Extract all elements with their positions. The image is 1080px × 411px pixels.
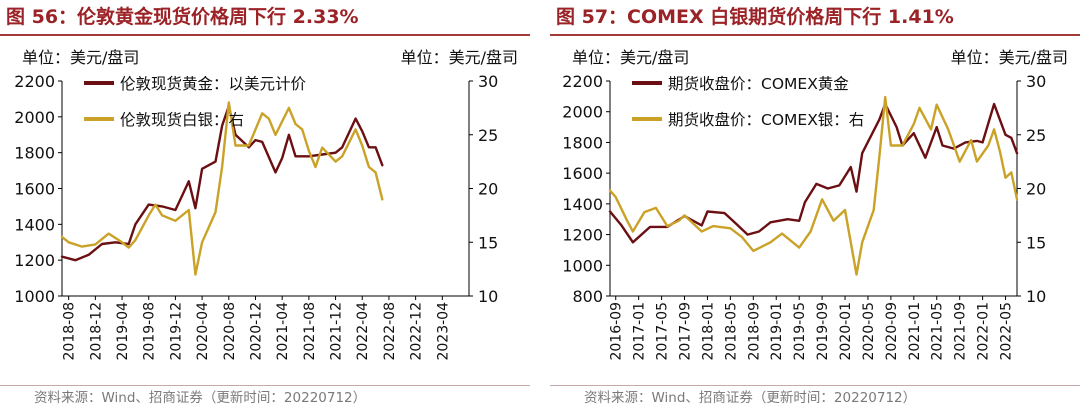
x-tick-label: 2018-08 [62, 302, 78, 361]
x-tick-label: 2017-05 [655, 302, 671, 361]
y-left-tick-label: 2200 [562, 72, 603, 91]
x-tick-label: 2021-04 [275, 302, 291, 361]
y-left-tick-label: 1600 [14, 180, 55, 199]
y-left-tick-label: 1200 [562, 226, 603, 245]
legend-label: 期货收盘价：COMEX银：右 [668, 110, 864, 129]
y-right-tick-label: 30 [478, 72, 498, 91]
title-divider [550, 34, 1080, 36]
x-tick-label: 2019-08 [142, 302, 158, 361]
series-line-gold [60, 104, 384, 262]
x-tick-label: 2022-12 [409, 302, 425, 361]
y-right-tick-label: 20 [1026, 180, 1046, 199]
series-line-silver [608, 95, 1019, 276]
x-tick-label: 2018-12 [88, 302, 104, 361]
y-right-tick-label: 20 [478, 180, 498, 199]
y-right-tick-label: 15 [478, 233, 498, 252]
x-tick-label: 2017-01 [632, 302, 648, 361]
chart-title: 图 56：伦敦黄金现货价格周下行 2.33% [6, 6, 359, 28]
y-right-tick-label: 10 [1026, 287, 1046, 306]
y-right-tick-label: 30 [1026, 72, 1046, 91]
x-tick-label: 2022-05 [999, 302, 1015, 361]
x-tick-label: 2020-01 [838, 302, 854, 361]
x-tick-label: 2020-04 [195, 302, 211, 361]
y-left-tick-label: 1800 [562, 133, 603, 152]
x-tick-label: 2018-09 [746, 302, 762, 361]
title-divider [0, 34, 530, 36]
source-divider [0, 385, 530, 386]
y-left-tick-label: 2000 [562, 103, 603, 122]
y-left-tick-label: 2200 [14, 72, 55, 91]
chart-plot: 800 1000 1200 1400 1600 1800 2000 2200 10 15 20 25 3… [562, 72, 1046, 361]
source-note: 资料来源：Wind、招商证券（更新时间：20220712） [584, 390, 917, 406]
chart-title: 图 57：COMEX 白银期货价格周下行 1.41% [556, 6, 954, 28]
y-right-tick-label: 10 [478, 287, 498, 306]
chart-panel-left: 图 56：伦敦黄金现货价格周下行 2.33% 单位：美元/盘司 单位：美元/盘司… [0, 0, 530, 411]
source-divider [550, 385, 1080, 386]
legend-label: 伦敦现货黄金：以美元计价 [120, 75, 307, 93]
left-axis-unit: 单位：美元/盘司 [22, 48, 140, 67]
x-tick-label: 2021-01 [907, 302, 923, 361]
right-axis-unit: 单位：美元/盘司 [950, 48, 1068, 67]
x-tick-label: 2019-04 [115, 302, 131, 361]
x-tick-label: 2022-01 [976, 302, 992, 361]
y-right-tick-label: 15 [1026, 233, 1046, 252]
x-tick-label: 2021-08 [302, 302, 318, 361]
y-left-tick-label: 2000 [14, 108, 55, 127]
x-tick-label: 2023-04 [435, 302, 451, 361]
x-tick-label: 2016-09 [609, 302, 625, 361]
x-tick-label: 2017-09 [678, 302, 694, 361]
x-tick-label: 2018-05 [723, 302, 739, 361]
x-tick-label: 2020-08 [222, 302, 238, 361]
x-tick-label: 2021-12 [329, 302, 345, 361]
y-right-tick-label: 25 [478, 126, 498, 145]
y-left-tick-label: 800 [572, 287, 603, 306]
y-left-tick-label: 1400 [562, 195, 603, 214]
x-tick-label: 2021-05 [930, 302, 946, 361]
y-left-tick-label: 1200 [14, 251, 55, 270]
x-tick-label: 2020-05 [861, 302, 877, 361]
x-tick-label: 2021-09 [953, 302, 969, 361]
right-axis-unit: 单位：美元/盘司 [400, 48, 518, 67]
chart-plot: 1000 1200 1400 1600 1800 2000 2200 10 15 20 25 30 20… [14, 72, 498, 361]
chart-panel-right: 图 57：COMEX 白银期货价格周下行 1.41% 单位：美元/盘司 单位：美… [550, 0, 1080, 411]
y-left-tick-label: 1400 [14, 215, 55, 234]
x-tick-label: 2019-09 [815, 302, 831, 361]
x-tick-label: 2019-01 [769, 302, 785, 361]
series-line-gold [608, 102, 1019, 244]
x-tick-label: 2020-12 [248, 302, 264, 361]
legend-label: 期货收盘价：COMEX黄金 [668, 74, 849, 93]
y-left-tick-label: 1600 [562, 164, 603, 183]
y-left-tick-label: 1000 [14, 287, 55, 306]
x-tick-label: 2018-01 [700, 302, 716, 361]
series-line-silver [60, 101, 384, 276]
x-tick-label: 2019-05 [792, 302, 808, 361]
x-tick-label: 2019-12 [168, 302, 184, 361]
left-axis-unit: 单位：美元/盘司 [572, 48, 690, 67]
y-left-tick-label: 1800 [14, 144, 55, 163]
x-tick-label: 2022-08 [382, 302, 398, 361]
source-note: 资料来源：Wind、招商证券（更新时间：20220712） [34, 390, 367, 406]
x-tick-label: 2020-09 [884, 302, 900, 361]
y-right-tick-label: 25 [1026, 126, 1046, 145]
x-tick-label: 2022-04 [355, 302, 371, 361]
legend-label: 伦敦现货白银：右 [120, 111, 244, 129]
y-left-tick-label: 1000 [562, 256, 603, 275]
